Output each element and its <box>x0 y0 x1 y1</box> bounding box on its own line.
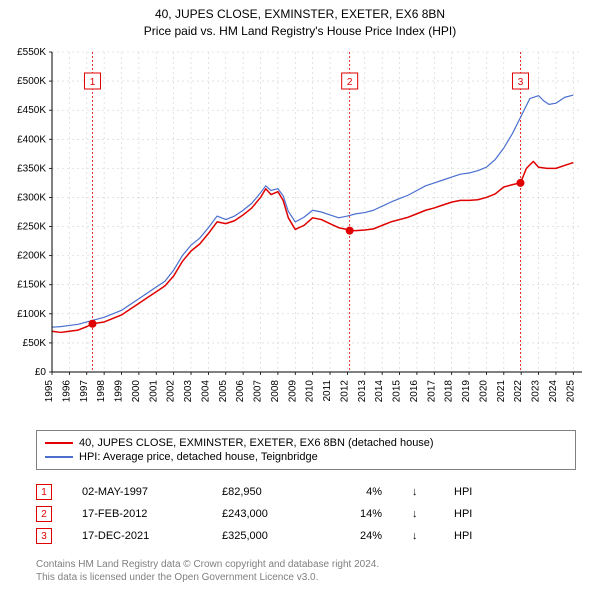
svg-text:2015: 2015 <box>392 380 403 403</box>
footnote-line1: Contains HM Land Registry data © Crown c… <box>36 558 576 571</box>
svg-text:2011: 2011 <box>322 380 333 402</box>
svg-text:£150K: £150K <box>17 280 46 291</box>
svg-text:2005: 2005 <box>218 380 229 403</box>
svg-text:2017: 2017 <box>426 380 437 403</box>
svg-text:2000: 2000 <box>131 380 142 403</box>
svg-text:2016: 2016 <box>409 380 420 403</box>
footnote: Contains HM Land Registry data © Crown c… <box>36 558 576 584</box>
svg-text:£250K: £250K <box>17 222 46 233</box>
marker-badge: 1 <box>36 484 52 500</box>
svg-text:2008: 2008 <box>270 380 281 403</box>
svg-text:2006: 2006 <box>235 380 246 403</box>
marker-date: 17-DEC-2021 <box>82 530 192 542</box>
legend-swatch-hpi <box>45 456 73 457</box>
title-line2: Price paid vs. HM Land Registry's House … <box>0 23 600 40</box>
legend: 40, JUPES CLOSE, EXMINSTER, EXETER, EX6 … <box>36 430 576 470</box>
marker-badge: 3 <box>36 528 52 544</box>
svg-text:1996: 1996 <box>61 380 72 403</box>
svg-text:£450K: £450K <box>17 105 46 116</box>
svg-text:£50K: £50K <box>23 338 47 349</box>
svg-text:2021: 2021 <box>496 380 507 403</box>
marker-pct: 24% <box>342 530 382 542</box>
svg-text:£300K: £300K <box>17 192 46 203</box>
legend-row-hpi: HPI: Average price, detached house, Teig… <box>45 451 567 463</box>
marker-date: 02-MAY-1997 <box>82 486 192 498</box>
svg-text:2023: 2023 <box>531 380 542 403</box>
svg-text:£500K: £500K <box>17 76 46 87</box>
svg-text:£400K: £400K <box>17 134 46 145</box>
marker-vs: HPI <box>454 486 472 498</box>
svg-text:£350K: £350K <box>17 163 46 174</box>
svg-text:2004: 2004 <box>200 380 211 403</box>
svg-text:2024: 2024 <box>548 380 559 403</box>
svg-text:2009: 2009 <box>287 380 298 403</box>
marker-row: 2 17-FEB-2012 £243,000 14% ↓ HPI <box>36 506 576 522</box>
marker-badge: 2 <box>36 506 52 522</box>
marker-pct: 14% <box>342 508 382 520</box>
svg-text:1995: 1995 <box>44 380 55 403</box>
svg-text:2019: 2019 <box>461 380 472 403</box>
svg-text:1998: 1998 <box>96 380 107 403</box>
svg-text:£550K: £550K <box>17 47 46 58</box>
svg-text:£0: £0 <box>35 367 47 378</box>
legend-label-property: 40, JUPES CLOSE, EXMINSTER, EXETER, EX6 … <box>79 437 434 449</box>
chart-area: £0 £50K £100K £150K £200K £250K £300K £350K £400… <box>0 44 600 424</box>
marker-pct: 4% <box>342 486 382 498</box>
chart-svg: £0 £50K £100K £150K £200K £250K £300K £350K £400… <box>0 44 600 424</box>
marker-price: £243,000 <box>222 508 312 520</box>
legend-label-hpi: HPI: Average price, detached house, Teig… <box>79 451 318 463</box>
svg-text:£200K: £200K <box>17 251 46 262</box>
title-line1: 40, JUPES CLOSE, EXMINSTER, EXETER, EX6 … <box>0 6 600 23</box>
marker-table: 1 02-MAY-1997 £82,950 4% ↓ HPI 2 17-FEB-2012 £24… <box>36 478 576 550</box>
down-arrow-icon: ↓ <box>412 530 424 542</box>
legend-row-property: 40, JUPES CLOSE, EXMINSTER, EXETER, EX6 … <box>45 437 567 449</box>
marker-date: 17-FEB-2012 <box>82 508 192 520</box>
svg-text:2020: 2020 <box>478 380 489 403</box>
svg-text:2018: 2018 <box>444 380 455 403</box>
svg-text:2014: 2014 <box>374 380 385 403</box>
svg-text:1997: 1997 <box>79 380 90 403</box>
svg-text:3: 3 <box>518 77 524 88</box>
svg-text:2022: 2022 <box>513 380 524 403</box>
marker-vs: HPI <box>454 508 472 520</box>
svg-text:1: 1 <box>90 77 96 88</box>
svg-text:1999: 1999 <box>114 380 125 403</box>
marker-vs: HPI <box>454 530 472 542</box>
down-arrow-icon: ↓ <box>412 486 424 498</box>
svg-text:2013: 2013 <box>357 380 368 403</box>
marker-row: 1 02-MAY-1997 £82,950 4% ↓ HPI <box>36 484 576 500</box>
chart-title-block: 40, JUPES CLOSE, EXMINSTER, EXETER, EX6 … <box>0 0 600 40</box>
svg-text:2001: 2001 <box>148 380 159 403</box>
marker-price: £82,950 <box>222 486 312 498</box>
legend-swatch-property <box>45 442 73 444</box>
svg-text:2002: 2002 <box>166 380 177 403</box>
marker-price: £325,000 <box>222 530 312 542</box>
marker-row: 3 17-DEC-2021 £325,000 24% ↓ HPI <box>36 528 576 544</box>
svg-text:2003: 2003 <box>183 380 194 403</box>
svg-text:£100K: £100K <box>17 309 46 320</box>
svg-text:2025: 2025 <box>565 380 576 403</box>
down-arrow-icon: ↓ <box>412 508 424 520</box>
svg-text:2007: 2007 <box>253 380 264 403</box>
svg-text:2010: 2010 <box>305 380 316 403</box>
footnote-line2: This data is licensed under the Open Gov… <box>36 571 576 584</box>
svg-text:2: 2 <box>347 77 353 88</box>
svg-text:2012: 2012 <box>339 380 350 403</box>
